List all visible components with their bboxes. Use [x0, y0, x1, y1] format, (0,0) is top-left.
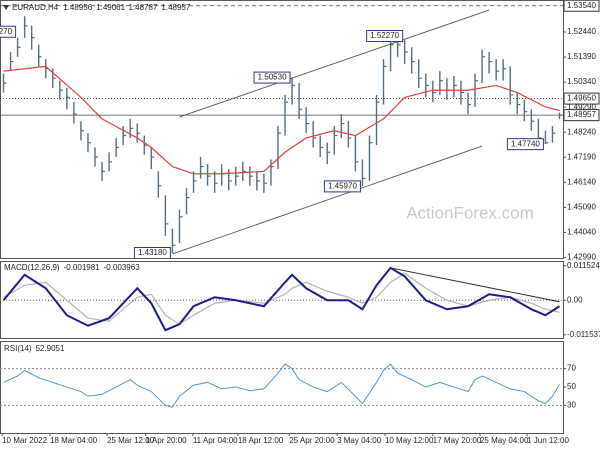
x-tick-label: 1 Apr 20:00: [146, 436, 187, 445]
annotation-box: [0, 25, 17, 38]
rsi-line: [3, 363, 560, 408]
rsi-title: RSI(14): [4, 344, 32, 353]
y-tick-label: 1.42990: [567, 253, 596, 262]
annotation-label: 1.43180: [138, 248, 167, 257]
symbol: EURAUD,H4: [12, 3, 59, 12]
pane-plot: ActionForex.com 1.52270 1.50530 1.52270 1.45…: [0, 5, 563, 258]
y-tick-label: 1.46140: [567, 177, 596, 186]
x-tick-label: 25 Apr 20:00: [289, 436, 335, 445]
header-close: 1.48957: [161, 3, 190, 12]
level-box: [563, 0, 600, 12]
y-tick-label: 0.00: [567, 295, 583, 304]
x-tick-label: 10 May 12:00: [385, 436, 434, 445]
annotation-label: 1.50530: [258, 73, 287, 82]
macd-line: [2, 266, 561, 332]
y-tick-label: 0.011524: [567, 261, 600, 270]
x-tick-label: 18 Mar 04:00: [50, 436, 98, 445]
x-tick-label: 18 Apr 12:00: [238, 436, 284, 445]
annotation-box: [133, 246, 171, 258]
y-tick-label: 1.51390: [567, 52, 596, 61]
level-label: 1.53540: [567, 1, 596, 10]
macd-value: -0.001981: [64, 263, 101, 272]
annotation-label: 1.45970: [328, 182, 357, 191]
x-tick-label: 3 May 04:00: [337, 436, 382, 445]
x-tick-label: 1 Jun 12:00: [527, 436, 569, 445]
pane-plot: [0, 266, 563, 332]
trendline: [390, 267, 560, 303]
y-tick-label: 70: [567, 364, 576, 373]
y-tick-label: 1.49290: [567, 102, 596, 111]
y-tick-label: 1.45090: [567, 203, 596, 212]
signal-value: -0.003963: [104, 263, 141, 272]
watermark: ActionForex.com: [406, 203, 534, 222]
annotation-box: [253, 71, 291, 84]
header-icon: [3, 5, 9, 10]
y-tick-label: 50: [567, 382, 576, 391]
x-tick-label: 25 May 04:00: [480, 436, 529, 445]
x-tick-label: 25 Mar 12:00: [107, 436, 155, 445]
annotation-box: [323, 180, 361, 193]
price-pane: [0, 0, 564, 259]
level-label: 1.49650: [567, 94, 596, 103]
price-header: EURAUD,H4 1.48956 1.49061 1.48787 1.48957: [12, 3, 191, 12]
header-open: 1.48956: [63, 3, 92, 12]
macd-header: MACD(12,26,9) -0.001981 -0.003963: [4, 263, 140, 272]
y-tick-label: 1.48240: [567, 127, 596, 136]
rsi-value: 52.9051: [36, 344, 65, 353]
level-box: [563, 109, 600, 122]
annotation-box: [366, 30, 404, 43]
x-tick-label: 17 May 20:00: [433, 436, 482, 445]
y-tick-label: 30: [567, 401, 576, 410]
y-tick-label: 1.47190: [567, 152, 596, 161]
y-tick-label: 1.50340: [567, 77, 596, 86]
y-tick-label: 1.52440: [567, 27, 596, 36]
y-tick-label: 1.44040: [567, 228, 596, 237]
x-tick-label: 10 Mar 2022: [2, 436, 47, 445]
header-low: 1.48787: [128, 3, 157, 12]
pane-plot: [0, 363, 563, 408]
y-tick-label: -0.011537: [567, 330, 600, 339]
moving-average: [3, 65, 560, 175]
annotation-label: 1.52270: [0, 27, 13, 36]
annotation-box: [506, 138, 544, 151]
trendline: [179, 9, 490, 118]
macd-title: MACD(12,26,9): [4, 263, 60, 272]
level-label: 1.48957: [567, 110, 596, 119]
annotation-label: 1.47740: [511, 139, 540, 148]
trendline: [172, 145, 483, 255]
rsi-header: RSI(14) 52.9051: [4, 344, 65, 353]
x-tick-label: 11 Apr 04:00: [193, 436, 238, 445]
annotation-label: 1.52270: [370, 31, 399, 40]
level-box: [563, 92, 600, 105]
header-high: 1.49061: [96, 3, 125, 12]
